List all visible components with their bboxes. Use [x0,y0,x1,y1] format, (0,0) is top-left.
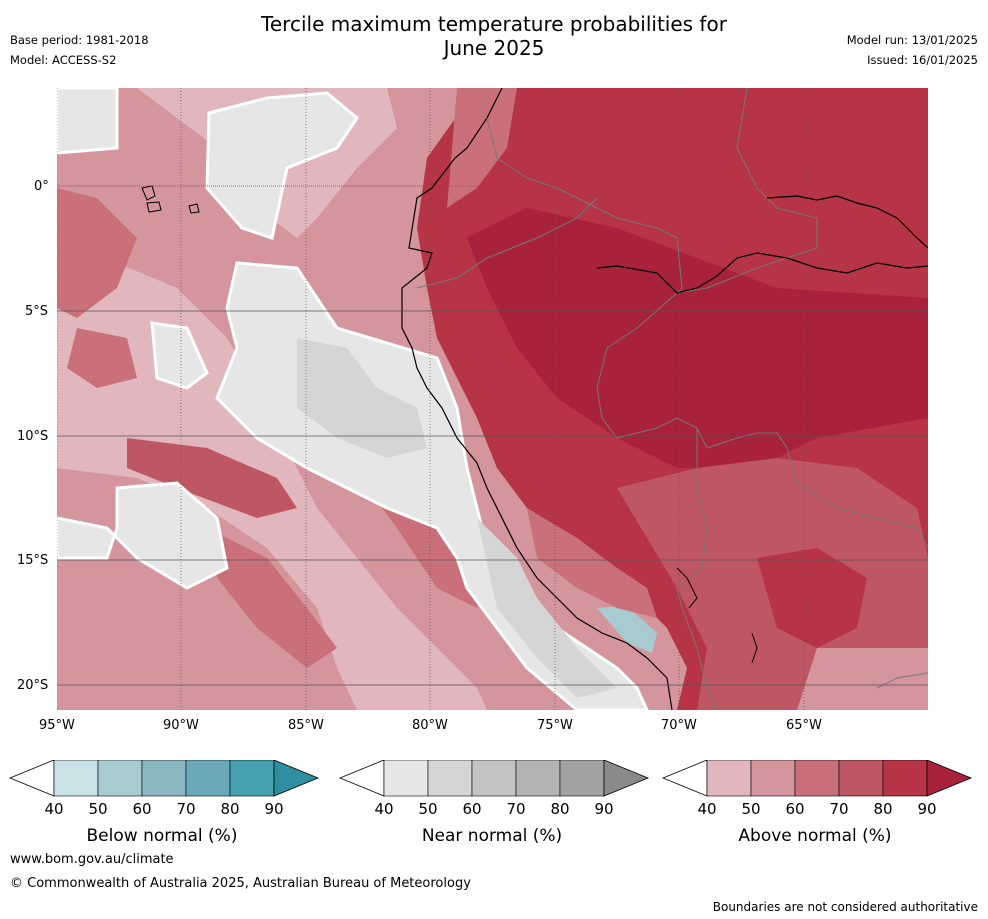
colorbar-tick-label: 90 [594,800,614,818]
land-coast-north [447,88,517,208]
colorbar-max-extension [273,760,320,797]
colorbar-label-above: Above normal (%) [738,826,892,846]
border-peru-bolivia [676,428,718,710]
lake-titicaca [676,567,758,664]
colorbar-tick-label: 60 [132,800,152,818]
below-normal-patch [597,606,657,653]
base-period: Base period: 1981-2018 [10,33,149,47]
colorbar-tick-label: 50 [88,800,108,818]
colorbar-segment [471,760,517,797]
colorbar-segment [559,760,605,797]
colorbar-label-below: Below normal (%) [86,826,238,846]
title-line-1: Tercile maximum temperature probabilitie… [261,12,727,36]
galapagos-islands [141,185,200,214]
colorbar-tick-label: 40 [374,800,394,818]
land-above-90 [467,208,928,468]
near-normal-mid-a [297,338,427,458]
colorbar-segment [515,760,561,797]
lon-label-95w: 95°W [39,718,75,733]
land-south-corner [797,648,928,710]
colorbar-segment [383,760,429,797]
colorbar-min-extension [338,760,385,797]
footer-disclaimer: Boundaries are not considered authoritat… [712,900,978,914]
colorbar-segment [97,760,143,797]
amazon-river [596,195,928,294]
colorbar-label-near: Near normal (%) [421,826,563,846]
lon-label-75w: 75°W [537,718,573,733]
colorbar-min-extension [8,760,55,797]
near-normal-mid-b [477,518,617,698]
lat-label-5s: 5°S [25,304,49,319]
footer-url: www.bom.gov.au/climate [10,852,174,867]
colorbar-segment [229,760,275,797]
colorbar-tick-label: 70 [176,800,196,818]
colorbar-segment [794,760,840,797]
meta-left: Base period: 1981-2018 Model: ACCESS-S2 [10,30,149,70]
lat-label-10s: 10°S [17,429,49,444]
colorbar-tick-label: 70 [506,800,526,818]
ocean-patch-b [67,328,137,388]
lon-label-65w: 65°W [786,718,822,733]
colorbar-above [661,760,973,797]
colorbar-tick-label: 40 [697,800,717,818]
colorbar-segment [882,760,928,797]
land-coast-south [527,508,657,618]
colorbars [8,760,973,797]
probability-map [57,88,928,710]
colorbar-tick-label: 60 [462,800,482,818]
map-title: Tercile maximum temperature probabilitie… [0,12,988,60]
issued-date: Issued: 16/01/2025 [867,53,978,67]
model-run: Model run: 13/01/2025 [846,33,978,47]
meta-right: Model run: 13/01/2025 Issued: 16/01/2025 [847,30,978,70]
colorbar-near [338,760,650,797]
colorbar-segment [141,760,187,797]
colorbar-tick-label: 50 [741,800,761,818]
lon-label-70w: 70°W [661,718,697,733]
colorbar-segment [838,760,884,797]
colorbar-tick-label: 60 [785,800,805,818]
colorbar-segment [750,760,796,797]
near-normal-corner [57,88,119,155]
colorbar-segment [53,760,99,797]
lon-label-85w: 85°W [288,718,324,733]
ocean-patch-d [207,528,337,668]
model-name: Model: ACCESS-S2 [10,53,117,67]
lat-label-0: 0° [34,179,49,194]
colorbar-tick-label: 90 [917,800,937,818]
ocean-patch-a [57,188,137,318]
colorbar-tick-label: 70 [829,800,849,818]
lat-label-20s: 20°S [17,678,49,693]
near-normal-small [150,321,209,390]
colorbar-max-extension [603,760,650,797]
colorbar-segment [706,760,752,797]
border-peru-brazil [596,292,928,549]
border-ecuador-peru [416,197,598,289]
footer-copyright: © Commonwealth of Australia 2025, Austra… [10,876,471,891]
colorbar-below [8,760,320,797]
colorbar-min-extension [661,760,708,797]
colorbar-max-extension [926,760,973,797]
lon-label-90w: 90°W [163,718,199,733]
colorbar-tick-label: 80 [873,800,893,818]
colorbar-tick-label: 50 [418,800,438,818]
coastline [401,88,673,710]
colorbar-tick-label: 40 [44,800,64,818]
near-normal-north [205,91,359,240]
colorbar-segment [427,760,473,797]
colorbar-tick-label: 90 [264,800,284,818]
title-line-2: June 2025 [443,36,545,60]
colorbar-tick-label: 80 [550,800,570,818]
lon-label-80w: 80°W [412,718,448,733]
land-south-patch [757,548,867,648]
colorbar-segment [185,760,231,797]
lat-label-15s: 15°S [17,553,49,568]
gridlines [57,88,928,710]
ocean-patch-c [127,438,297,518]
near-normal-southwest [57,481,229,590]
colorbar-tick-label: 80 [220,800,240,818]
